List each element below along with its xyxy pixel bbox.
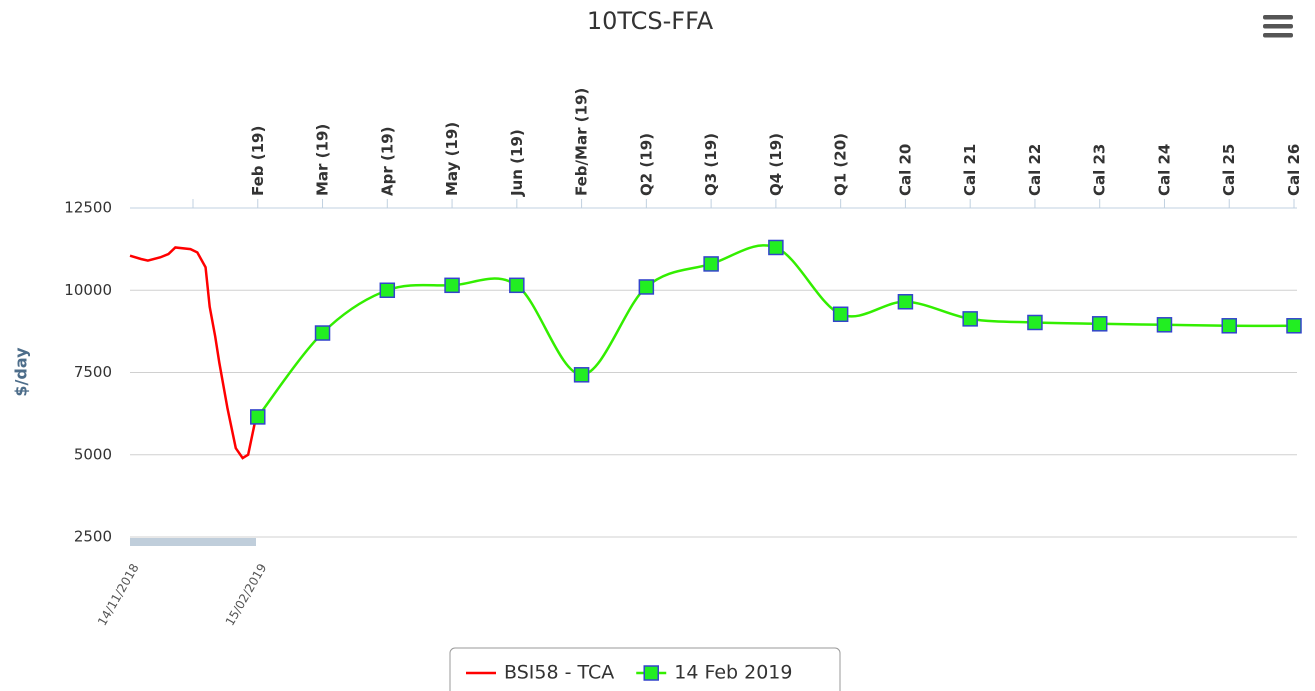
- marker: [509, 277, 525, 294]
- x2-tick-label: 15/02/2019: [223, 561, 270, 628]
- x-tick-label: Q4 (19): [767, 133, 785, 196]
- marker: [379, 282, 396, 298]
- marker: [1156, 317, 1173, 333]
- menu-bar[interactable]: [1263, 33, 1293, 38]
- navigator-bar: [130, 538, 256, 546]
- y-tick-label: 7500: [74, 363, 112, 381]
- menu-bar[interactable]: [1263, 24, 1293, 29]
- marker: [768, 239, 784, 256]
- x-tick-label: Feb/Mar (19): [573, 88, 591, 196]
- x-tick-label: Cal 20: [896, 144, 914, 196]
- x-tick-label: Cal 24: [1155, 144, 1173, 196]
- y-tick-label: 2500: [74, 528, 112, 546]
- marker: [1027, 314, 1043, 331]
- menu-button[interactable]: [1263, 15, 1293, 38]
- x-tick-label: Q1 (20): [832, 133, 850, 196]
- x-tick-label: Jun (19): [508, 129, 526, 197]
- legend-marker: [643, 665, 659, 681]
- marker: [638, 279, 655, 295]
- x-tick-label: Q2 (19): [637, 133, 655, 196]
- marker: [1091, 316, 1108, 332]
- marker: [962, 311, 978, 327]
- chart-title: 10TCS-FFA: [587, 7, 714, 35]
- marker: [314, 325, 331, 341]
- y-tick-label: 5000: [74, 445, 112, 463]
- marker: [573, 367, 590, 383]
- y-tick-label: 10000: [64, 281, 112, 299]
- y-tick-label: 12500: [64, 199, 112, 217]
- legend-label: 14 Feb 2019: [674, 662, 792, 684]
- x-tick-label: Cal 23: [1091, 144, 1109, 196]
- x-tick-label: May (19): [443, 122, 461, 196]
- marker: [703, 256, 719, 272]
- marker: [897, 294, 914, 310]
- x-tick-label: Q3 (19): [702, 133, 720, 196]
- marker: [444, 277, 460, 294]
- x-tick-label: Cal 25: [1220, 144, 1238, 196]
- y-axis-title: $/day: [12, 347, 31, 397]
- marker: [250, 409, 266, 425]
- x-tick-label: Cal 21: [961, 144, 979, 196]
- x-tick-label: Apr (19): [378, 126, 396, 196]
- x-tick-label: Feb (19): [249, 126, 267, 196]
- x-tick-label: Cal 26: [1285, 144, 1303, 196]
- x-tick-label: Cal 22: [1026, 144, 1044, 196]
- legend-label: BSI58 - TCA: [504, 662, 614, 684]
- series-line: [256, 244, 1295, 418]
- menu-bar[interactable]: [1263, 15, 1293, 20]
- series-line: [129, 246, 259, 460]
- marker: [1221, 318, 1237, 334]
- marker: [1286, 318, 1302, 334]
- x-tick-label: Mar (19): [314, 124, 332, 196]
- x2-tick-label: 14/11/2018: [95, 561, 142, 628]
- marker: [832, 306, 849, 323]
